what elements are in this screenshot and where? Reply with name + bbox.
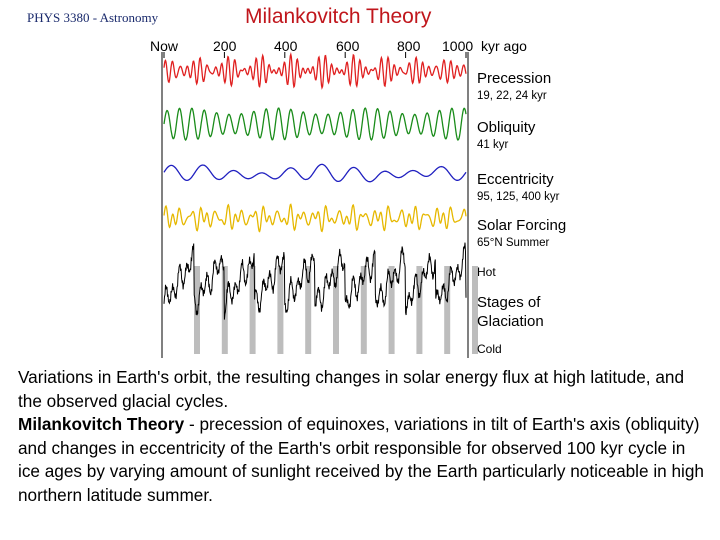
- glacial-stage-bar: [277, 266, 284, 354]
- axis-label-400: 400: [274, 38, 298, 54]
- axis-label-1000: 1000: [442, 38, 473, 54]
- glacial-stage-bar: [333, 266, 339, 354]
- glaciation-curve: [163, 242, 467, 320]
- label-eccentricity: Eccentricity: [477, 171, 554, 188]
- glacial-stage-bar: [416, 266, 423, 354]
- label-solar-forcing: Solar Forcing: [477, 217, 566, 234]
- axis-label-200: 200: [213, 38, 237, 54]
- label-glaciation: Glaciation: [477, 313, 544, 330]
- milankovitch-figure: Now 200 400 600 800 1000 kyr ago Precess…: [150, 36, 590, 358]
- axis-label-now: Now: [150, 38, 179, 54]
- glacial-stage-bar: [388, 266, 395, 354]
- label-precession: Precession: [477, 70, 551, 87]
- caption-paragraph-2: Milankovitch Theory - precession of equi…: [18, 413, 708, 507]
- axis-label-800: 800: [397, 38, 421, 54]
- caption-paragraph-1: Variations in Earth's orbit, the resulti…: [18, 367, 685, 411]
- caption-definition: - precession of equinoxes, variations in…: [18, 414, 704, 505]
- course-label: PHYS 3380 - Astronomy: [27, 10, 159, 25]
- label-cold: Cold: [477, 342, 502, 356]
- obliquity-curve: [163, 107, 467, 141]
- glacial-stage-bar: [472, 266, 478, 354]
- glacial-stage-bar: [249, 266, 256, 354]
- glacial-stage-bar: [305, 266, 312, 354]
- axis-label-600: 600: [336, 38, 360, 54]
- sub-precession: 19, 22, 24 kyr: [477, 90, 547, 102]
- sub-solar-forcing: 65°N Summer: [477, 237, 550, 249]
- precession-curve: [163, 51, 467, 90]
- glacial-stage-bar: [444, 266, 451, 354]
- sub-obliquity: 41 kyr: [477, 139, 508, 151]
- cycles-plot: Now 200 400 600 800 1000 kyr ago Precess…: [150, 38, 566, 358]
- sub-eccentricity: 95, 125, 400 kyr: [477, 191, 560, 203]
- label-stages-of: Stages of: [477, 294, 541, 311]
- axis-unit: kyr ago: [481, 38, 527, 54]
- solar-forcing-curve: [163, 203, 467, 233]
- slide-title: Milankovitch Theory: [245, 5, 432, 28]
- glacial-stage-bar: [194, 266, 200, 354]
- eccentricity-curve: [163, 163, 467, 183]
- label-obliquity: Obliquity: [477, 119, 536, 136]
- time-axis: [163, 52, 467, 58]
- caption-text: Variations in Earth's orbit, the resulti…: [18, 366, 708, 507]
- caption-term: Milankovitch Theory: [18, 414, 185, 434]
- label-hot: Hot: [477, 265, 496, 279]
- glacial-stage-bar: [360, 266, 367, 354]
